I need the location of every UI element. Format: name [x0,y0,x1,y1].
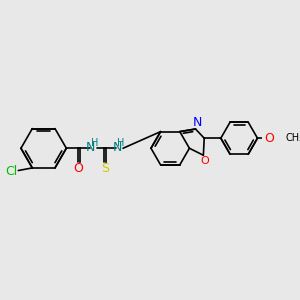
Text: N: N [86,141,95,154]
Text: O: O [74,162,83,175]
Text: CH₃: CH₃ [285,133,300,143]
Text: O: O [201,156,209,166]
Text: N: N [193,116,202,129]
Text: H: H [117,138,124,148]
Text: Cl: Cl [5,165,17,178]
Text: S: S [101,162,109,175]
Text: H: H [91,138,98,148]
Text: N: N [112,141,122,154]
Text: O: O [264,132,274,145]
